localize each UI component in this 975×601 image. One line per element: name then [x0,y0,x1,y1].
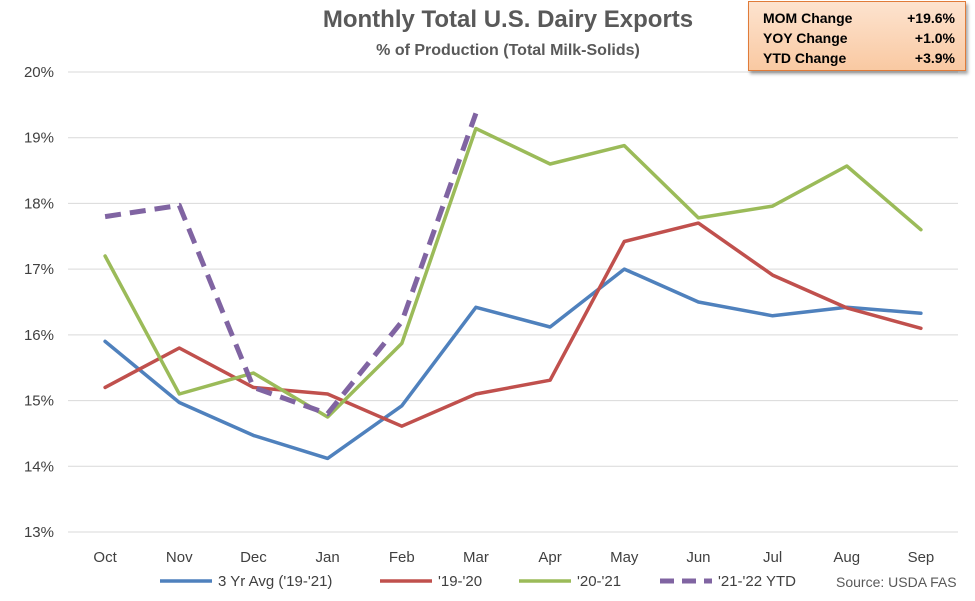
series-line-1 [103,221,923,428]
stat-value: +19.6% [907,10,955,26]
legend-label: '21-'22 YTD [718,573,796,590]
stat-row-yoy: YOY Change +1.0% [763,28,955,48]
y-tick-label: 16% [24,327,54,344]
y-tick-label: 18% [24,195,54,212]
stat-row-ytd: YTD Change +3.9% [763,48,955,68]
legend-label: '19-'20 [438,573,482,590]
y-tick-label: 13% [24,524,54,541]
legend-label: '20-'21 [577,573,621,590]
stat-label: YTD Change [763,50,847,66]
x-tick-label: Nov [166,549,193,566]
y-tick-label: 17% [24,261,54,278]
x-tick-label: May [610,549,639,566]
y-tick-label: 14% [24,458,54,475]
x-tick-label: Jul [763,549,782,566]
x-tick-label: Mar [463,549,489,566]
stat-label: YOY Change [763,30,848,46]
series-line-3 [104,112,479,417]
stat-value: +1.0% [914,30,955,46]
chart-subtitle: % of Production (Total Milk-Solids) [376,42,640,59]
x-tick-label: Apr [538,549,561,566]
x-tick-label: Dec [240,549,267,566]
x-tick-label: Feb [389,549,415,566]
y-tick-label: 19% [24,130,54,147]
stat-value: +3.9% [914,50,955,66]
legend-label: 3 Yr Avg ('19-'21) [218,573,332,590]
stat-label: MOM Change [763,10,853,26]
change-stats-box: MOM Change +19.6% YOY Change +1.0% YTD C… [748,1,966,71]
x-tick-label: Oct [93,549,117,566]
y-tick-label: 20% [24,64,54,81]
x-tick-label: Sep [908,549,935,566]
series-line-0 [103,267,923,461]
source-note: Source: USDA FAS [836,574,957,590]
stat-row-mom: MOM Change +19.6% [763,8,955,28]
x-tick-label: Jun [686,549,710,566]
chart-title: Monthly Total U.S. Dairy Exports [322,6,694,33]
series-line-2 [103,126,923,419]
y-tick-label: 15% [24,393,54,410]
x-tick-label: Aug [833,549,860,566]
x-tick-label: Jan [315,549,339,566]
